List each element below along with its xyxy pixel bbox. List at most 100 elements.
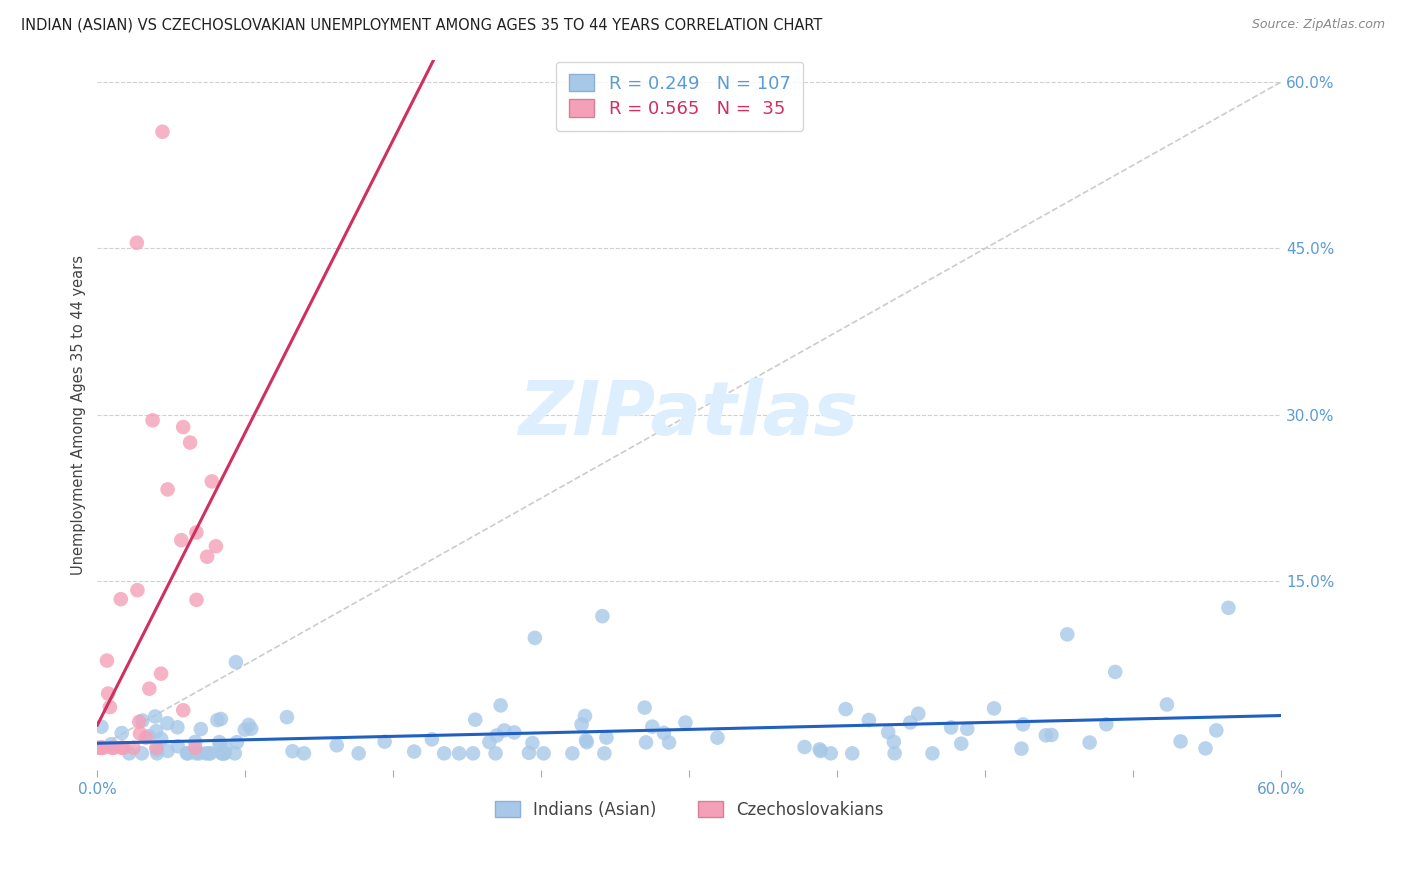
Point (921, 747, 943, 761)
Point (208, 739, 231, 753)
Point (209, 712, 232, 726)
Point (211, 747, 233, 761)
Point (956, 722, 979, 736)
Point (1218, 600, 1240, 615)
Point (326, 739, 349, 753)
Point (201, 475, 224, 489)
Point (1104, 665, 1126, 679)
Point (110, 740, 132, 755)
Point (225, 655, 247, 669)
Point (127, 583, 149, 598)
Point (449, 747, 471, 761)
Text: INDIAN (ASIAN) VS CZECHOSLOVAKIAN UNEMPLOYMENT AMONG AGES 35 TO 44 YEARS CORRELA: INDIAN (ASIAN) VS CZECHOSLOVAKIAN UNEMPL… (21, 18, 823, 33)
Point (214, 747, 236, 761)
Point (575, 735, 598, 749)
Point (1170, 734, 1192, 748)
Point (150, 731, 173, 746)
Point (198, 747, 221, 761)
Point (1011, 741, 1033, 756)
Point (793, 739, 815, 754)
Point (347, 747, 370, 761)
Point (100, 737, 122, 751)
Point (238, 718, 260, 732)
Point (208, 735, 231, 749)
Point (200, 747, 222, 761)
Text: Source: ZipAtlas.com: Source: ZipAtlas.com (1251, 18, 1385, 31)
Point (420, 732, 443, 747)
Point (226, 735, 249, 749)
Point (1156, 698, 1178, 712)
Point (591, 609, 613, 624)
Point (575, 733, 598, 747)
Point (484, 747, 506, 761)
Point (194, 747, 217, 761)
Point (156, 716, 179, 731)
Point (170, 533, 193, 548)
Point (1035, 728, 1057, 742)
Point (898, 715, 921, 730)
Point (835, 702, 858, 716)
Point (90, 720, 112, 734)
Point (177, 747, 200, 761)
Point (179, 435, 201, 450)
Point (1095, 717, 1118, 731)
Point (146, 743, 169, 757)
Point (172, 420, 194, 434)
Point (883, 747, 905, 761)
Point (195, 549, 218, 564)
Point (205, 539, 228, 553)
Point (404, 745, 426, 759)
Point (595, 731, 617, 745)
Point (131, 747, 153, 761)
Point (276, 710, 298, 724)
Point (172, 703, 194, 717)
Legend: Indians (Asian), Czechoslovakians: Indians (Asian), Czechoslovakians (488, 794, 890, 826)
Point (907, 706, 929, 721)
Point (90, 740, 112, 755)
Point (91, 740, 114, 755)
Point (464, 713, 486, 727)
Point (184, 735, 207, 749)
Point (103, 740, 125, 755)
Point (1012, 717, 1035, 731)
Point (145, 740, 167, 755)
Point (808, 742, 831, 756)
Point (233, 723, 256, 737)
Point (574, 709, 596, 723)
Point (433, 747, 456, 761)
Point (883, 735, 905, 749)
Point (489, 698, 512, 713)
Point (138, 729, 160, 743)
Point (820, 747, 842, 761)
Point (91, 740, 114, 755)
Point (240, 722, 263, 736)
Point (96, 654, 118, 668)
Point (131, 714, 153, 728)
Point (118, 747, 141, 761)
Point (156, 744, 179, 758)
Point (503, 725, 526, 739)
Point (641, 720, 664, 734)
Point (190, 722, 212, 736)
Point (156, 483, 179, 497)
Point (877, 725, 900, 739)
Point (658, 735, 681, 749)
Point (1056, 627, 1078, 641)
Point (207, 713, 229, 727)
Point (98, 700, 121, 714)
Point (152, 125, 174, 139)
Point (214, 747, 236, 761)
Point (950, 737, 973, 751)
Point (128, 714, 150, 729)
Point (89, 740, 111, 755)
Point (634, 735, 657, 749)
Point (1040, 728, 1063, 742)
Point (633, 700, 655, 714)
Point (810, 744, 832, 758)
Point (97, 687, 120, 701)
Point (675, 715, 697, 730)
Point (186, 592, 208, 607)
Point (983, 701, 1005, 715)
Point (145, 724, 167, 739)
Point (1194, 741, 1216, 756)
